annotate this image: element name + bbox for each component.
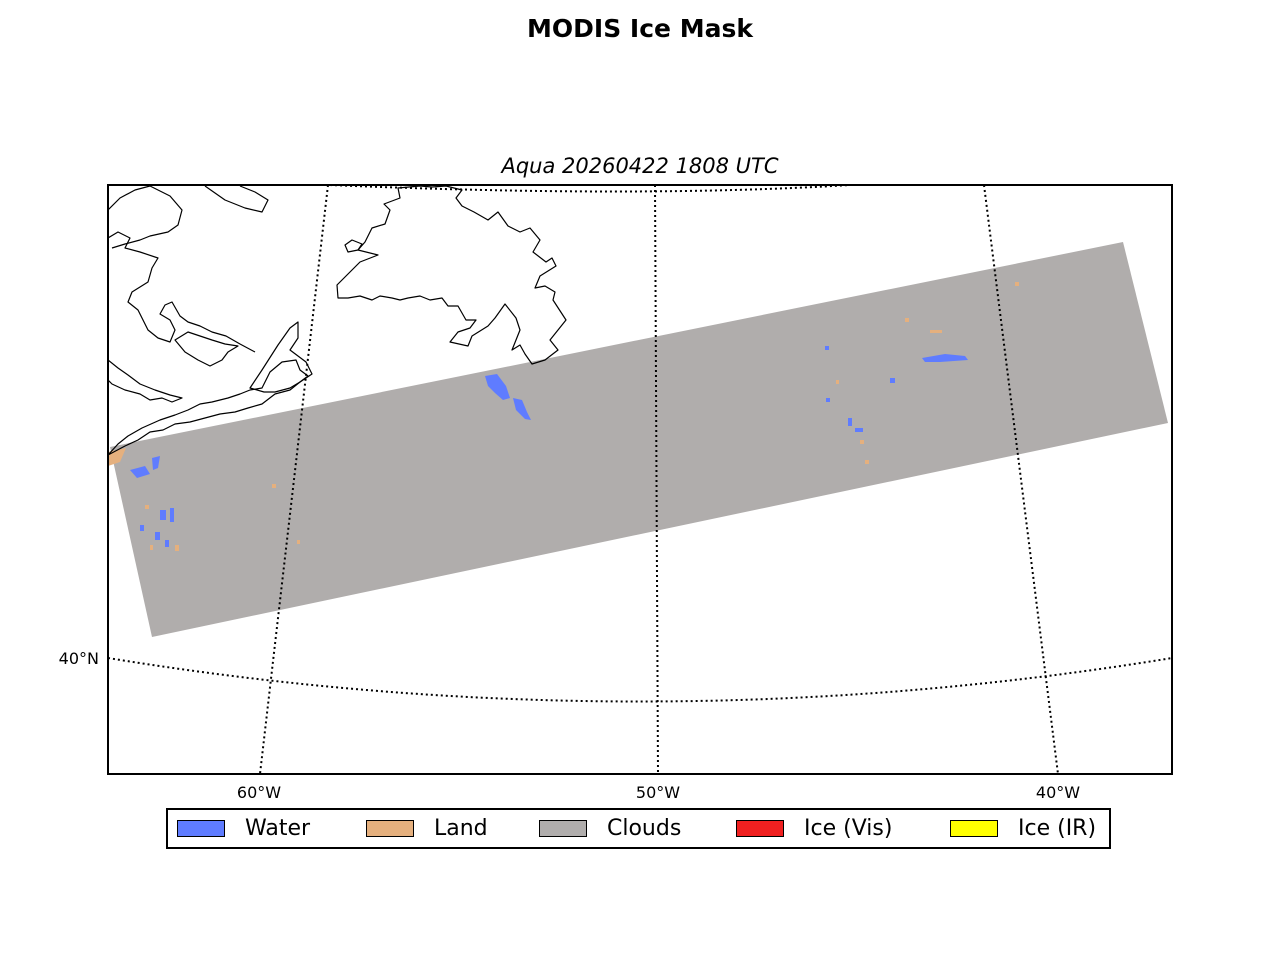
swath-clouds xyxy=(110,242,1168,637)
legend: Water Land Clouds Ice (Vis) Ice (IR) xyxy=(166,808,1111,849)
lat-label-40n: 40°N xyxy=(59,649,99,668)
lon-label-50w: 50°W xyxy=(636,783,680,802)
legend-item-water: Water xyxy=(177,810,310,847)
legend-swatch-ice-vis xyxy=(736,820,784,837)
legend-item-ice-ir: Ice (IR) xyxy=(950,810,1096,847)
legend-label-water: Water xyxy=(245,816,311,841)
legend-item-ice-vis: Ice (Vis) xyxy=(736,810,892,847)
meridian-40w xyxy=(983,185,1059,774)
parallel-50n xyxy=(329,185,851,193)
map-title: MODIS Ice Mask xyxy=(527,14,753,43)
map-frame xyxy=(107,184,1173,775)
lon-label-40w: 40°W xyxy=(1036,783,1080,802)
legend-item-land: Land xyxy=(366,810,488,847)
legend-swatch-water xyxy=(177,820,225,837)
land-pixels xyxy=(145,282,1019,551)
legend-label-clouds: Clouds xyxy=(607,816,682,841)
legend-label-land: Land xyxy=(434,816,488,841)
legend-item-clouds: Clouds xyxy=(539,810,681,847)
map-subtitle: Aqua 20260422 1808 UTC xyxy=(501,154,779,178)
legend-swatch-land xyxy=(366,820,414,837)
lon-label-60w: 60°W xyxy=(237,783,281,802)
map-area xyxy=(108,185,1172,774)
water-pixels xyxy=(130,346,968,547)
legend-label-ice-ir: Ice (IR) xyxy=(1018,816,1097,841)
meridian-60w xyxy=(259,185,329,774)
legend-swatch-ice-ir xyxy=(950,820,998,837)
legend-label-ice-vis: Ice (Vis) xyxy=(804,816,893,841)
legend-swatch-clouds xyxy=(539,820,587,837)
meridian-50w xyxy=(654,185,659,774)
parallel-40n xyxy=(108,657,1172,703)
coastlines xyxy=(108,185,567,456)
graticule xyxy=(108,185,1172,774)
